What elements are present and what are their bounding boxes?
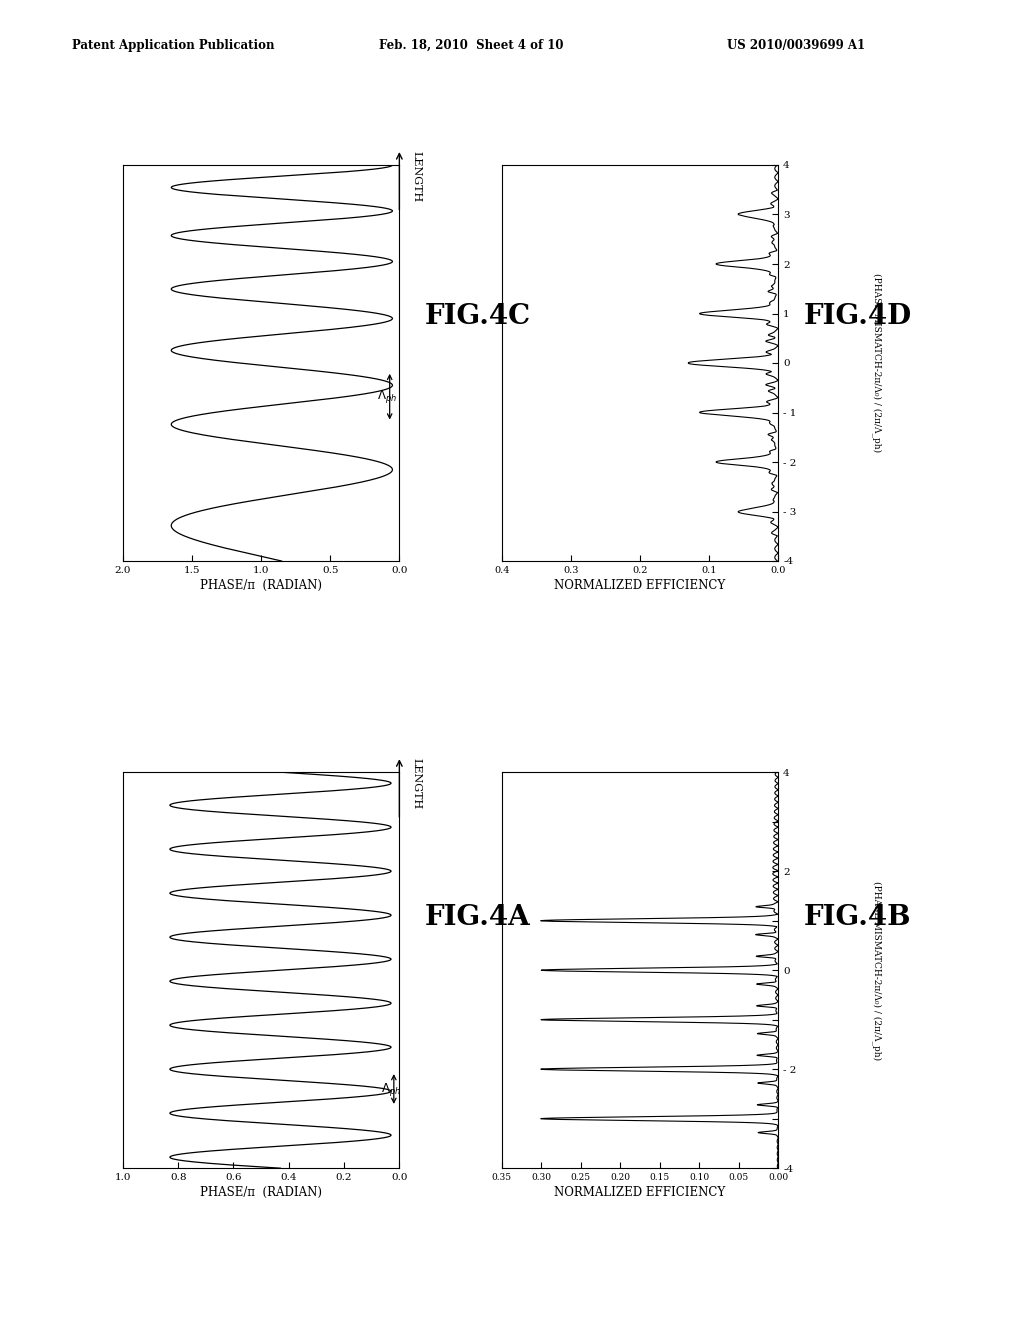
- Y-axis label: (PHASE MISMATCH-2π/Λ₀) / (2π/Λ_ph): (PHASE MISMATCH-2π/Λ₀) / (2π/Λ_ph): [872, 880, 882, 1060]
- Y-axis label: (PHASE MISMATCH-2π/Λ₀) / (2π/Λ_ph): (PHASE MISMATCH-2π/Λ₀) / (2π/Λ_ph): [872, 273, 882, 453]
- X-axis label: PHASE/π  (RADIAN): PHASE/π (RADIAN): [200, 1187, 323, 1200]
- Text: US 2010/0039699 A1: US 2010/0039699 A1: [727, 38, 865, 51]
- Text: FIG.4C: FIG.4C: [425, 304, 531, 330]
- Text: FIG.4B: FIG.4B: [804, 904, 911, 931]
- Text: FIG.4D: FIG.4D: [804, 304, 912, 330]
- Text: $\Lambda_{ph}$: $\Lambda_{ph}$: [381, 1081, 401, 1097]
- Text: $\Lambda_{ph}$: $\Lambda_{ph}$: [377, 388, 397, 405]
- Text: Feb. 18, 2010  Sheet 4 of 10: Feb. 18, 2010 Sheet 4 of 10: [379, 38, 563, 51]
- Text: Patent Application Publication: Patent Application Publication: [72, 38, 274, 51]
- Text: LENGTH: LENGTH: [412, 759, 422, 809]
- Text: LENGTH: LENGTH: [412, 152, 422, 202]
- X-axis label: PHASE/π  (RADIAN): PHASE/π (RADIAN): [200, 579, 323, 593]
- X-axis label: NORMALIZED EFFICIENCY: NORMALIZED EFFICIENCY: [554, 1187, 726, 1200]
- X-axis label: NORMALIZED EFFICIENCY: NORMALIZED EFFICIENCY: [554, 579, 726, 593]
- Text: FIG.4A: FIG.4A: [425, 904, 530, 931]
